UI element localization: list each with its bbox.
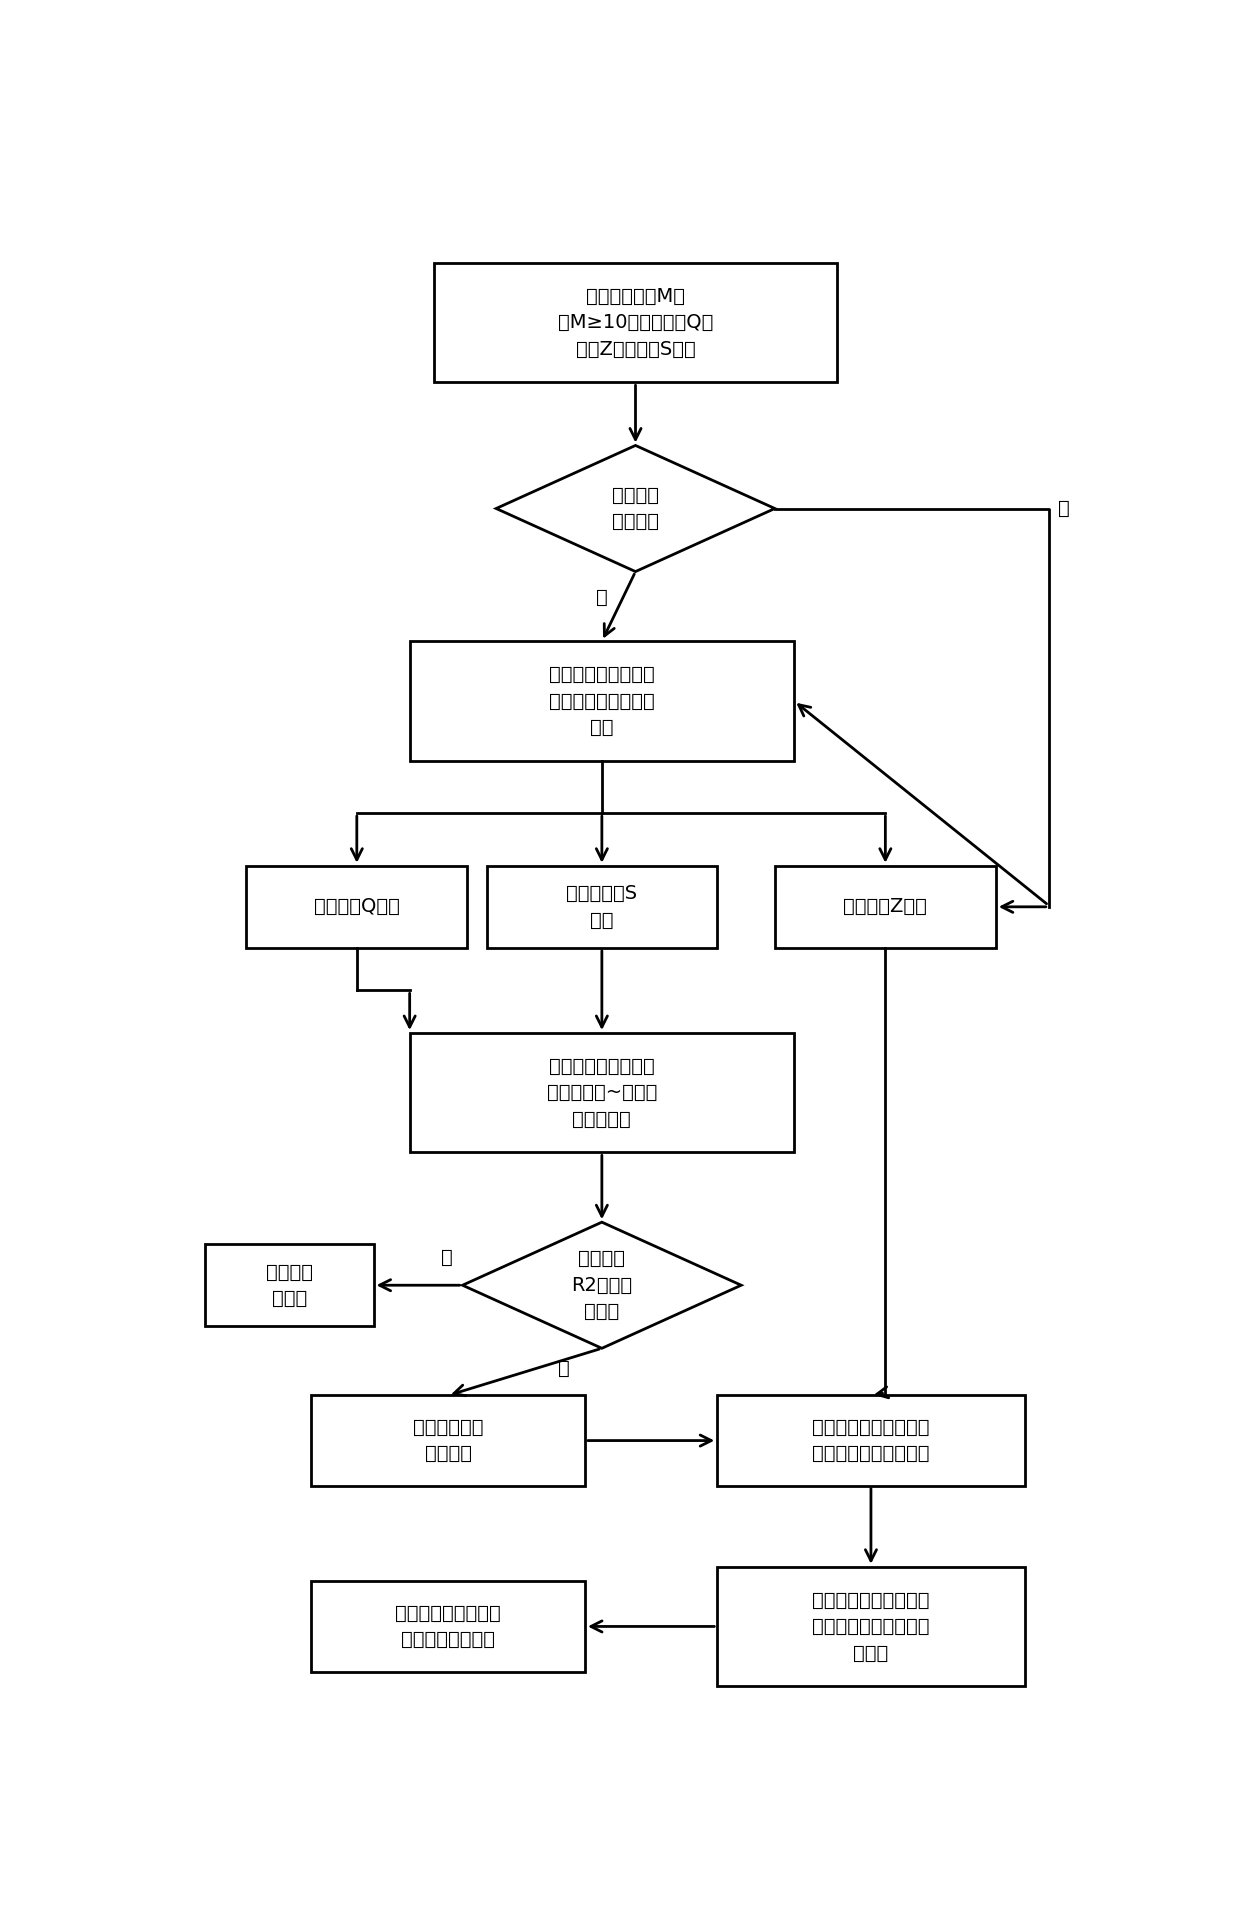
Text: 否: 否 bbox=[441, 1248, 453, 1267]
Text: 逐时潮位Z系列: 逐时潮位Z系列 bbox=[843, 898, 928, 917]
FancyBboxPatch shape bbox=[206, 1244, 373, 1326]
Text: 否: 否 bbox=[596, 588, 608, 607]
Polygon shape bbox=[496, 446, 775, 572]
Text: 得到输沙当量
流量系列: 得到输沙当量 流量系列 bbox=[413, 1418, 484, 1464]
Text: 优选流量滑动周期，
建立含沙量~流量滞
后响应关系: 优选流量滑动周期， 建立含沙量~流量滞 后响应关系 bbox=[547, 1057, 657, 1129]
Text: 逐时含沙量S
系列: 逐时含沙量S 系列 bbox=[567, 884, 637, 930]
Text: 确定流量、潮位等级区
间，计算联合概率分布: 确定流量、潮位等级区 间，计算联合概率分布 bbox=[812, 1418, 930, 1464]
Text: 收集目标断面M年
（M≥10）逐时流量Q、
潮位Z、含沙量S资料: 收集目标断面M年 （M≥10）逐时流量Q、 潮位Z、含沙量S资料 bbox=[558, 287, 713, 358]
FancyBboxPatch shape bbox=[486, 865, 717, 947]
Text: 是: 是 bbox=[1059, 500, 1070, 519]
FancyBboxPatch shape bbox=[717, 1568, 1024, 1686]
Text: 逐时流量Q系列: 逐时流量Q系列 bbox=[314, 898, 399, 917]
FancyBboxPatch shape bbox=[434, 262, 837, 383]
Text: 查找峰值点，得到造
床流量与平滩水位: 查找峰值点，得到造 床流量与平滩水位 bbox=[396, 1604, 501, 1650]
Text: 建立一维数学模型，
实施长河段水沙输移
模拟: 建立一维数学模型， 实施长河段水沙输移 模拟 bbox=[549, 664, 655, 737]
FancyBboxPatch shape bbox=[311, 1581, 585, 1671]
Polygon shape bbox=[463, 1223, 742, 1347]
Text: 计算造床强度在坐标平
面内分布散点，形成等
值线图: 计算造床强度在坐标平 面内分布散点，形成等 值线图 bbox=[812, 1591, 930, 1663]
FancyBboxPatch shape bbox=[717, 1395, 1024, 1485]
FancyBboxPatch shape bbox=[775, 865, 996, 947]
Text: 决定系数
R2是否满
足要求: 决定系数 R2是否满 足要求 bbox=[572, 1250, 632, 1321]
FancyBboxPatch shape bbox=[247, 865, 467, 947]
Text: 是: 是 bbox=[558, 1359, 569, 1378]
FancyBboxPatch shape bbox=[409, 641, 794, 760]
Text: 无法实施
本方法: 无法实施 本方法 bbox=[267, 1263, 312, 1307]
Text: 是否具备
上述资料: 是否具备 上述资料 bbox=[613, 486, 658, 532]
FancyBboxPatch shape bbox=[409, 1034, 794, 1152]
FancyBboxPatch shape bbox=[311, 1395, 585, 1485]
